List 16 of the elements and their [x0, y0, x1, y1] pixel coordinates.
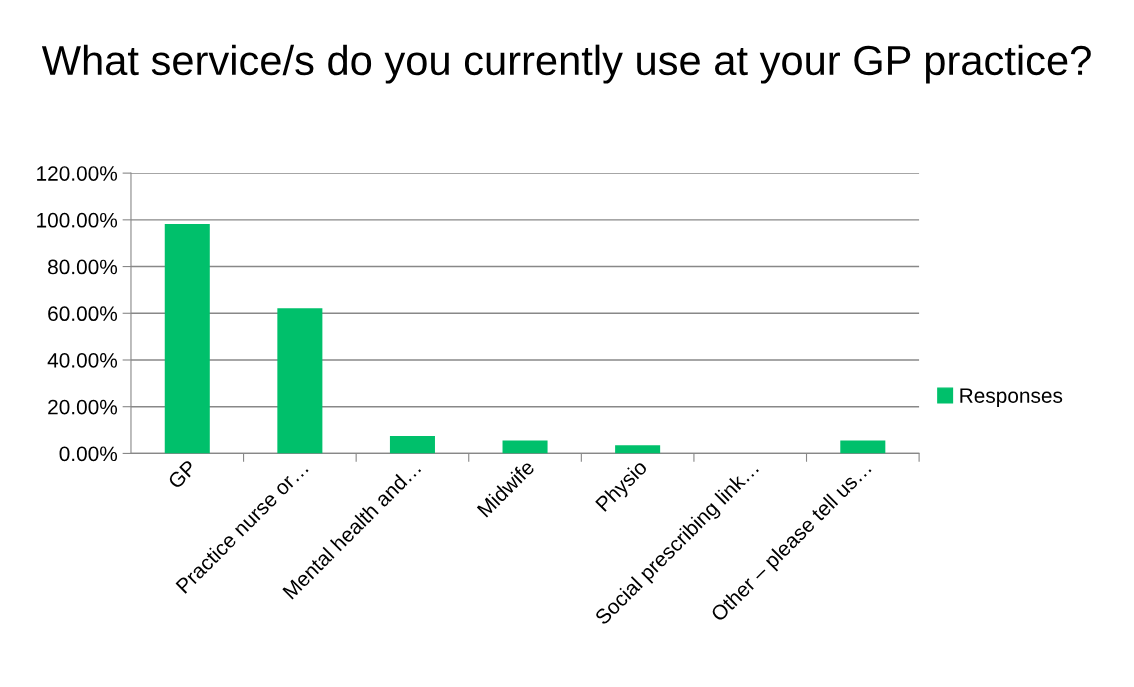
bar [615, 445, 661, 454]
x-tick-label: GP [167, 459, 198, 490]
y-tick-label: 120.00% [37, 166, 118, 181]
y-tick-label: 20.00% [48, 399, 118, 415]
legend-label: Responses [960, 388, 1063, 408]
y-tick-label: 80.00% [48, 259, 118, 275]
y-tick-label: 60.00% [48, 306, 118, 322]
bar [277, 308, 323, 454]
y-tick-label: 100.00% [37, 212, 118, 228]
bar [389, 435, 435, 454]
chart-title: What service/s do you currently use at your GP practice? [41, 44, 1091, 84]
bar [840, 440, 886, 454]
bar [164, 224, 210, 454]
y-tick-label: 40.00% [47, 352, 118, 368]
y-tick-label: 0.00% [59, 446, 118, 462]
bar [502, 440, 548, 454]
